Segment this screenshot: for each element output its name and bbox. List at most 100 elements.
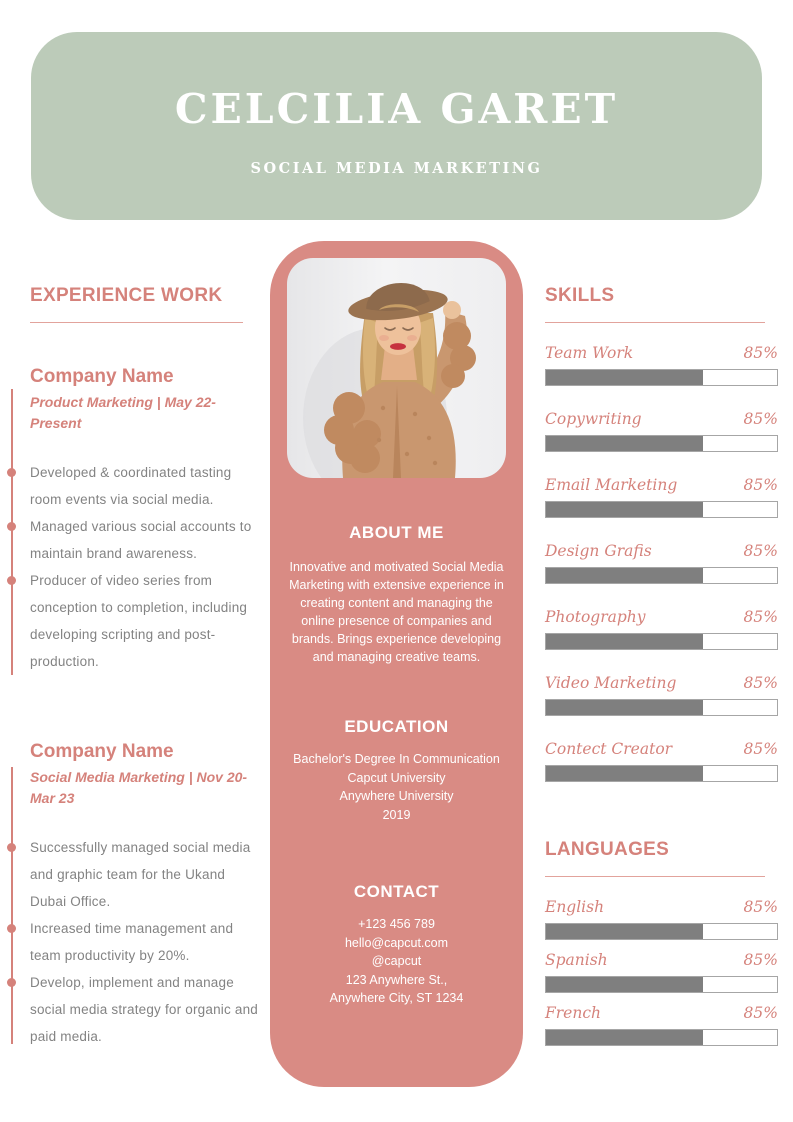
language-bar-fill bbox=[546, 1030, 704, 1045]
bullet-item: Successfully managed social media and gr… bbox=[7, 834, 262, 915]
skill-bar-fill bbox=[546, 634, 704, 649]
bullet-text: Developed & coordinated tasting room eve… bbox=[30, 464, 232, 507]
skill-bar-fill bbox=[546, 502, 704, 517]
skill-name: Contect Creator bbox=[545, 740, 673, 758]
bullet-item: Develop, implement and manage social med… bbox=[7, 969, 262, 1050]
skill-row: Email Marketing 85% bbox=[545, 476, 778, 518]
job-entry: Company Name Product Marketing | May 22-… bbox=[0, 366, 262, 675]
skills-title: SKILLS bbox=[545, 285, 615, 306]
experience-section: EXPERIENCE WORK Company Name Product Mar… bbox=[0, 285, 262, 1050]
skill-row: Team Work 85% bbox=[545, 344, 778, 386]
skill-percent: 85% bbox=[743, 542, 778, 560]
contact-address-1: 123 Anywhere St., bbox=[345, 972, 448, 987]
portrait-photo bbox=[287, 258, 506, 478]
header-banner: CELCILIA GARET SOCIAL MEDIA MARKETING bbox=[31, 32, 762, 220]
person-name: CELCILIA GARET bbox=[174, 85, 619, 133]
skill-row: Design Grafis 85% bbox=[545, 542, 778, 584]
skill-row: Video Marketing 85% bbox=[545, 674, 778, 716]
job-meta: Social Media Marketing | Nov 20-Mar 23 bbox=[30, 768, 248, 806]
skill-bar-fill bbox=[546, 700, 704, 715]
language-row: Spanish 85% bbox=[545, 951, 778, 993]
language-name: Spanish bbox=[545, 951, 608, 969]
bullet-item: Managed various social accounts to maint… bbox=[7, 513, 262, 567]
contact-address-2: Anywhere City, ST 1234 bbox=[329, 991, 464, 1005]
language-bar bbox=[545, 1029, 778, 1046]
portrait-illustration bbox=[287, 258, 506, 478]
about-title: ABOUT ME bbox=[349, 523, 444, 542]
skills-section: SKILLS Team Work 85% Copywriting 85% Ema… bbox=[545, 285, 778, 1046]
skill-bar bbox=[545, 369, 778, 386]
skill-row: Copywriting 85% bbox=[545, 410, 778, 452]
about-text: Innovative and motivated Social Media Ma… bbox=[289, 560, 504, 664]
company-name: Company Name bbox=[30, 740, 174, 762]
education-title: EDUCATION bbox=[344, 717, 449, 736]
contact-handle: @capcut bbox=[371, 954, 422, 968]
skill-bar bbox=[545, 765, 778, 782]
contact-phone: +123 456 789 bbox=[358, 917, 435, 931]
languages-block: LANGUAGES English 85% Spanish 85% French… bbox=[545, 839, 778, 1046]
skill-name: Video Marketing bbox=[545, 674, 677, 692]
skills-divider bbox=[545, 322, 765, 323]
bullet-dot bbox=[7, 977, 16, 987]
bullet-text: Producer of video series from conception… bbox=[30, 572, 248, 669]
education-line: 2019 bbox=[382, 807, 411, 822]
language-name: French bbox=[545, 1004, 601, 1022]
language-bar bbox=[545, 976, 778, 993]
bullet-text: Successfully managed social media and gr… bbox=[30, 839, 251, 909]
language-bar-fill bbox=[546, 977, 704, 992]
skill-bar-fill bbox=[546, 568, 704, 583]
skill-name: Email Marketing bbox=[545, 476, 678, 494]
languages-divider bbox=[545, 876, 765, 877]
skill-percent: 85% bbox=[743, 344, 778, 362]
job-meta: Product Marketing | May 22-Present bbox=[30, 393, 216, 431]
education-line: Capcut University bbox=[347, 770, 446, 785]
skill-bar-fill bbox=[546, 370, 704, 385]
profile-panel: ABOUT ME Innovative and motivated Social… bbox=[270, 241, 523, 1087]
education-lines: Bachelor's Degree In Communication Capcu… bbox=[287, 750, 506, 824]
contact-email: hello@capcut.com bbox=[344, 935, 448, 950]
bullet-text: Increased time management and team produ… bbox=[30, 920, 234, 963]
skill-name: Design Grafis bbox=[545, 542, 652, 560]
language-row: French 85% bbox=[545, 1004, 778, 1046]
bullet-dot bbox=[7, 923, 16, 933]
skill-percent: 85% bbox=[743, 740, 778, 758]
skill-bar bbox=[545, 633, 778, 650]
experience-divider bbox=[30, 322, 243, 323]
bullet-dot bbox=[7, 467, 16, 477]
languages-title: LANGUAGES bbox=[545, 839, 670, 860]
person-role: SOCIAL MEDIA MARKETING bbox=[250, 160, 543, 177]
timeline-line bbox=[11, 766, 13, 1044]
skill-bar-fill bbox=[546, 766, 704, 781]
skill-bar bbox=[545, 567, 778, 584]
contact-lines: +123 456 789 hello@capcut.com @capcut 12… bbox=[287, 915, 506, 1008]
company-name: Company Name bbox=[30, 366, 174, 387]
language-row: English 85% bbox=[545, 898, 778, 940]
bullet-text: Managed various social accounts to maint… bbox=[30, 518, 252, 561]
contact-title: CONTACT bbox=[353, 882, 440, 901]
skill-percent: 85% bbox=[743, 410, 778, 428]
bullet-item: Increased time management and team produ… bbox=[7, 915, 262, 969]
bullet-list: Successfully managed social media and gr… bbox=[7, 834, 262, 1050]
skill-percent: 85% bbox=[743, 674, 778, 692]
skill-name: Photography bbox=[545, 608, 646, 626]
skill-bar bbox=[545, 501, 778, 518]
bullet-dot bbox=[7, 842, 16, 852]
skills-block: SKILLS Team Work 85% Copywriting 85% Ema… bbox=[545, 285, 778, 782]
skill-name: Team Work bbox=[545, 344, 634, 362]
skill-bar-fill bbox=[546, 436, 704, 451]
bullet-dot bbox=[7, 521, 16, 531]
experience-title: EXPERIENCE WORK bbox=[30, 285, 223, 306]
skill-percent: 85% bbox=[743, 476, 778, 494]
bullet-list: Developed & coordinated tasting room eve… bbox=[7, 459, 262, 675]
language-percent: 85% bbox=[743, 1004, 778, 1022]
bullet-item: Producer of video series from conception… bbox=[7, 567, 262, 675]
bullet-dot bbox=[7, 575, 16, 585]
skill-bar bbox=[545, 435, 778, 452]
job-entry: Company Name Social Media Marketing | No… bbox=[0, 741, 262, 1050]
skill-name: Copywriting bbox=[545, 410, 642, 428]
skill-row: Photography 85% bbox=[545, 608, 778, 650]
language-percent: 85% bbox=[743, 898, 778, 916]
skill-percent: 85% bbox=[743, 608, 778, 626]
language-bar-fill bbox=[546, 924, 704, 939]
bullet-text: Develop, implement and manage social med… bbox=[30, 974, 259, 1044]
